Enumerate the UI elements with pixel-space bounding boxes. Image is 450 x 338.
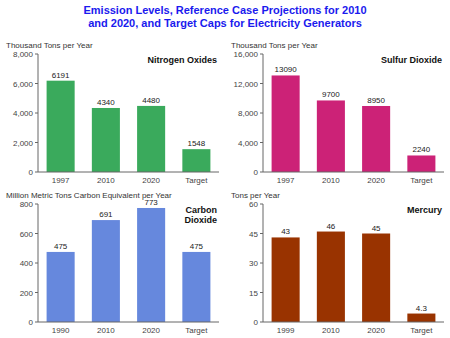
panel: Tons per Year 0 15 30 45 60 43 46 45 4.3 1999 2010 2… bbox=[231, 191, 444, 335]
data-label: 691 bbox=[99, 210, 113, 219]
bar bbox=[317, 100, 345, 172]
y-axis-line bbox=[38, 54, 39, 172]
y-tick-label: 400 bbox=[20, 259, 34, 268]
data-label: 13090 bbox=[275, 65, 298, 74]
data-label: 43 bbox=[281, 227, 290, 236]
bar bbox=[407, 155, 435, 172]
y-tick-label: 6,000 bbox=[13, 80, 34, 89]
data-label: 6191 bbox=[52, 71, 70, 80]
data-label: 475 bbox=[54, 242, 68, 251]
x-tick-label: 2010 bbox=[97, 176, 115, 185]
bars bbox=[272, 75, 436, 172]
data-label: 45 bbox=[372, 224, 381, 233]
x-tick-label: 2010 bbox=[97, 326, 115, 335]
x-tick-label: 1999 bbox=[277, 326, 295, 335]
y-axis-line bbox=[38, 204, 39, 322]
y-tick-label: 0 bbox=[29, 318, 34, 327]
y-tick-label: 800 bbox=[20, 200, 34, 209]
x-axis-line bbox=[263, 172, 444, 173]
bar bbox=[47, 252, 75, 322]
y-tick-label: 4,000 bbox=[13, 109, 34, 118]
x-axis-line bbox=[263, 322, 444, 323]
x-tick-label: 2020 bbox=[142, 176, 160, 185]
bar bbox=[182, 149, 210, 172]
data-label: 4.3 bbox=[416, 304, 428, 313]
bar bbox=[272, 75, 300, 172]
bar bbox=[362, 234, 390, 323]
x-tick-label: 2010 bbox=[322, 326, 340, 335]
chart-title: Sulfur Dioxide bbox=[381, 55, 442, 65]
y-tick-label: 0 bbox=[254, 168, 259, 177]
panel: Thousand Tons per Year 0 2,000 4,000 6,000 8,… bbox=[6, 41, 219, 185]
data-label: 9700 bbox=[322, 90, 340, 99]
chart-root: Emission Levels, Reference Case Projecti… bbox=[0, 0, 450, 338]
x-tick-label: 2010 bbox=[322, 176, 340, 185]
bar bbox=[362, 106, 390, 172]
y-axis-label: Thousand Tons per Year bbox=[6, 41, 93, 50]
x-tick-label: Target bbox=[410, 326, 433, 335]
y-axis-label: Thousand Tons per Year bbox=[231, 41, 318, 50]
bar bbox=[92, 220, 120, 322]
y-axis-label: Tons per Year bbox=[231, 191, 280, 200]
x-tick-label: Target bbox=[185, 326, 208, 335]
bar bbox=[317, 232, 345, 322]
x-tick-label: 2020 bbox=[367, 326, 385, 335]
bars bbox=[47, 208, 211, 322]
bar bbox=[47, 81, 75, 172]
x-tick-label: 2020 bbox=[142, 326, 160, 335]
y-tick-label: 16,000 bbox=[234, 50, 259, 59]
y-tick-label: 0 bbox=[254, 318, 259, 327]
bar bbox=[137, 208, 165, 322]
data-label: 475 bbox=[190, 242, 204, 251]
data-label: 8950 bbox=[367, 96, 385, 105]
bar bbox=[137, 106, 165, 172]
data-label: 46 bbox=[326, 222, 335, 231]
y-tick-label: 60 bbox=[249, 200, 258, 209]
x-tick-label: 2020 bbox=[367, 176, 385, 185]
bar bbox=[272, 237, 300, 322]
bars bbox=[47, 81, 211, 172]
bars bbox=[272, 232, 436, 322]
chart-title: Nitrogen Oxides bbox=[147, 55, 217, 65]
y-tick-label: 2,000 bbox=[13, 139, 34, 148]
x-axis-line bbox=[38, 322, 219, 323]
data-label: 4340 bbox=[97, 98, 115, 107]
y-tick-label: 0 bbox=[29, 168, 34, 177]
y-tick-label: 8,000 bbox=[238, 109, 259, 118]
x-tick-label: 1997 bbox=[52, 176, 70, 185]
y-axis-line bbox=[263, 54, 264, 172]
x-tick-label: 1997 bbox=[277, 176, 295, 185]
bar bbox=[182, 252, 210, 322]
x-tick-label: Target bbox=[410, 176, 433, 185]
x-tick-label: 1990 bbox=[52, 326, 70, 335]
y-tick-label: 45 bbox=[249, 230, 258, 239]
y-axis-line bbox=[263, 204, 264, 322]
y-tick-label: 200 bbox=[20, 289, 34, 298]
chart-title: CarbonDioxide bbox=[184, 205, 217, 225]
panel: Thousand Tons per Year 0 4,000 8,000 12,000 1… bbox=[231, 41, 444, 185]
panel: Million Metric Tons Carbon Equivalent pe… bbox=[6, 191, 219, 335]
y-tick-label: 30 bbox=[249, 259, 258, 268]
bar bbox=[407, 314, 435, 322]
y-tick-label: 4,000 bbox=[238, 139, 259, 148]
data-label: 4480 bbox=[142, 96, 160, 105]
bar bbox=[92, 108, 120, 172]
y-tick-label: 8,000 bbox=[13, 50, 34, 59]
y-tick-label: 12,000 bbox=[234, 80, 259, 89]
chart-title: Mercury bbox=[407, 205, 442, 215]
data-label: 2240 bbox=[412, 145, 430, 154]
x-axis-line bbox=[38, 172, 219, 173]
title: Emission Levels, Reference Case Projecti… bbox=[83, 4, 366, 29]
x-tick-label: Target bbox=[185, 176, 208, 185]
data-label: 773 bbox=[144, 198, 158, 207]
data-label: 1548 bbox=[187, 139, 205, 148]
y-tick-label: 15 bbox=[249, 289, 258, 298]
y-tick-label: 600 bbox=[20, 230, 34, 239]
